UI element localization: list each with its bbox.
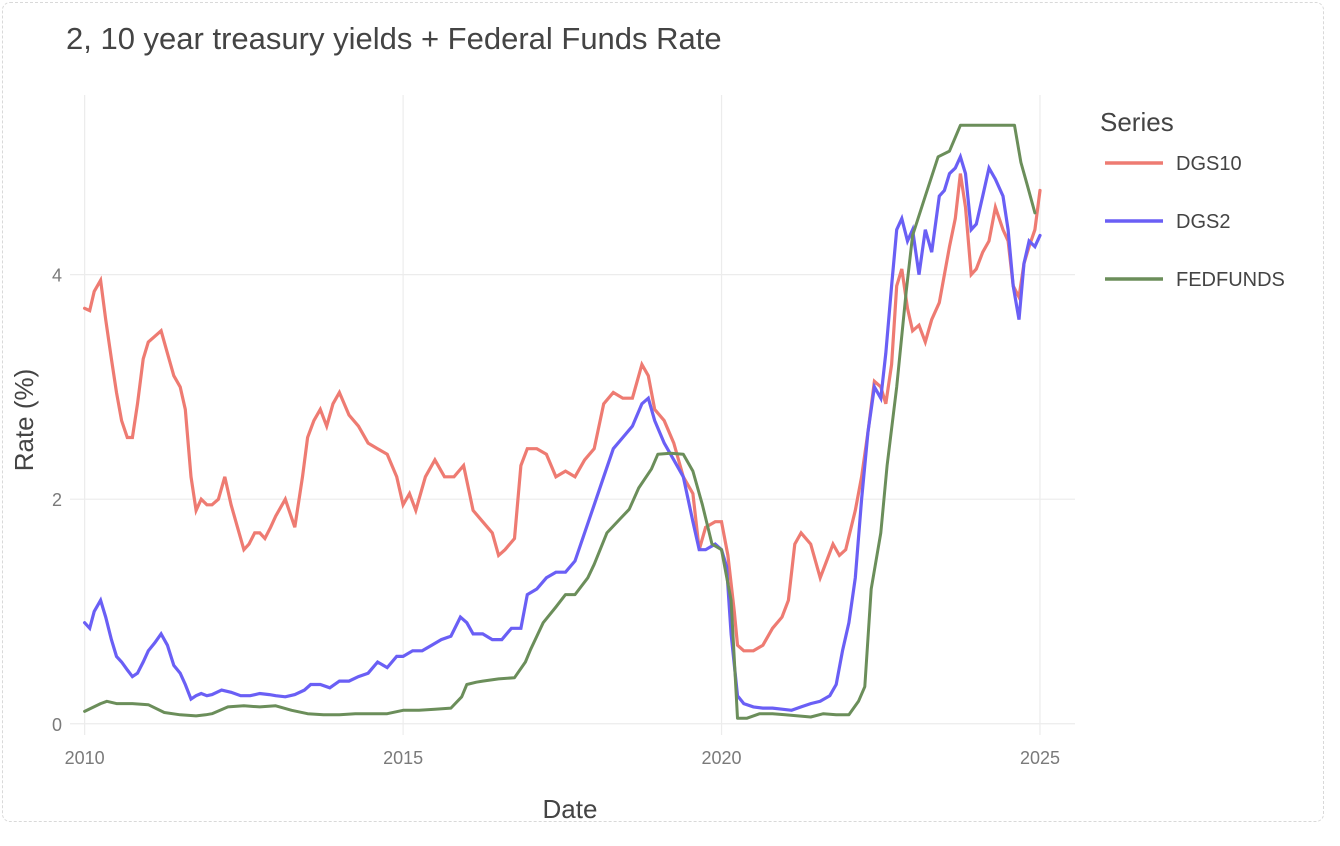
y-tick-label: 2 [52, 490, 62, 510]
x-tick-label: 2020 [702, 748, 742, 768]
series-line-dgs10 [83, 173, 1042, 653]
x-axis-title: Date [543, 794, 598, 824]
x-tick-label: 2015 [383, 748, 423, 768]
legend-label-fedfunds: FEDFUNDS [1176, 269, 1285, 291]
series-line-dgs2 [83, 152, 1042, 712]
legend-label-dgs2: DGS2 [1176, 211, 1230, 233]
legend-label-dgs10: DGS10 [1176, 153, 1242, 175]
grid-lines [70, 95, 1075, 735]
x-tick-label: 2025 [1020, 748, 1060, 768]
y-tick-label: 0 [52, 715, 62, 735]
y-axis-title: Rate (%) [9, 369, 39, 472]
chart-title: 2, 10 year treasury yields + Federal Fun… [66, 21, 722, 56]
legend-title: Series [1100, 107, 1174, 137]
axis-ticks: 2010 2015 2020 2025 0 2 4 [52, 266, 1060, 768]
series-line-fedfunds [83, 123, 1037, 720]
x-tick-label: 2010 [65, 748, 105, 768]
y-tick-label: 4 [52, 266, 62, 286]
chart-frame [2, 2, 1324, 822]
legend: Series DGS10 DGS2 FEDFUNDS [1100, 107, 1285, 291]
series-lines [83, 123, 1042, 720]
